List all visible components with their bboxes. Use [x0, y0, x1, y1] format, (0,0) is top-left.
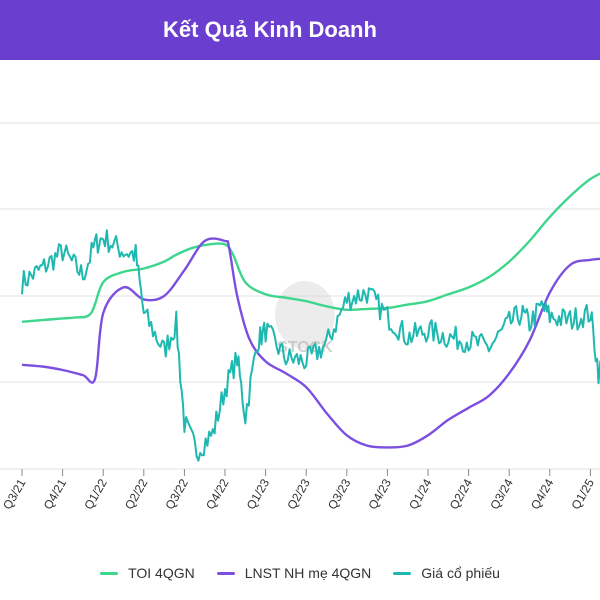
x-tick-label: Q2/24 — [447, 476, 476, 512]
series-group — [21, 172, 600, 462]
legend-item-price[interactable]: Giá cổ phiếu — [393, 565, 500, 581]
legend-label-price: Giá cổ phiếu — [421, 565, 500, 581]
legend-item-lnst[interactable]: LNST NH mẹ 4QGN — [216, 565, 372, 581]
legend-swatch-lnst — [216, 571, 235, 575]
series-line-lnst — [21, 237, 600, 449]
x-tick-label: Q4/24 — [528, 476, 557, 512]
x-tick-label: Q4/23 — [366, 476, 395, 512]
grid-lines — [0, 122, 600, 470]
x-tick-label: Q1/23 — [244, 476, 273, 512]
x-tick-label: Q1/24 — [406, 476, 435, 512]
chart-canvas: STOCK Q3/21 Q4/21 Q1/22 Q2/22 Q3/22 Q4/22 Q1/2… — [0, 122, 600, 512]
x-tick-label: Q2/23 — [284, 476, 313, 512]
x-tick-label: Q1/25 — [569, 476, 598, 512]
x-tick-label: Q3/22 — [163, 476, 192, 512]
series-line-toi — [21, 172, 600, 323]
x-tick-label: Q2/22 — [122, 476, 151, 512]
x-axis: Q3/21 Q4/21 Q1/22 Q2/22 Q3/22 Q4/22 Q1/23 Q2/23… — [0, 469, 597, 512]
legend-label-lnst: LNST NH mẹ 4QGN — [244, 565, 372, 581]
legend-item-toi[interactable]: TOI 4QGN — [100, 565, 195, 581]
x-tick-label: Q3/23 — [325, 476, 354, 512]
legend: TOI 4QGN LNST NH mẹ 4QGN Giá cổ phiếu — [0, 558, 600, 588]
x-tick-label: Q4/22 — [203, 476, 232, 512]
x-tick-label: Q1/22 — [81, 476, 110, 512]
x-tick-label: Q3/24 — [487, 476, 516, 512]
legend-swatch-price — [393, 571, 412, 575]
chart-header: Kết Quả Kinh Doanh — [0, 0, 600, 60]
watermark-logo: STOCK — [275, 281, 335, 356]
x-tick-label: Q4/21 — [41, 476, 70, 512]
chart-title: Kết Quả Kinh Doanh — [163, 17, 377, 42]
series-line-price — [21, 229, 600, 462]
x-tick-label: Q3/21 — [0, 476, 29, 512]
legend-label-toi: TOI 4QGN — [128, 565, 195, 581]
legend-swatch-toi — [100, 571, 119, 575]
